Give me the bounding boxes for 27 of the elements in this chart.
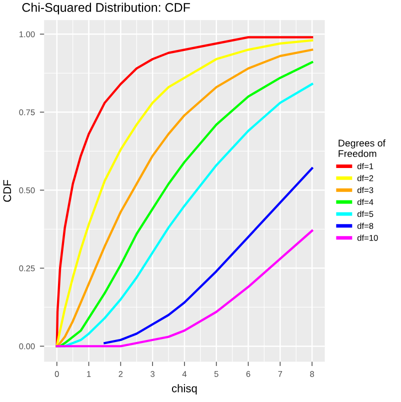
y-axis-title: CDF xyxy=(3,180,12,202)
x-tick-label: 6 xyxy=(246,371,250,377)
legend-label: df=4 xyxy=(357,198,374,206)
x-tick-label: 3 xyxy=(150,371,155,377)
x-tick-label: 5 xyxy=(214,371,218,377)
legend-label: df=2 xyxy=(357,175,374,182)
y-tick-label: 0.00 xyxy=(19,343,35,350)
legend-label: df=10 xyxy=(357,234,378,241)
line-series xyxy=(104,167,314,344)
legend-label: df=1 xyxy=(357,163,374,170)
x-tick-label: 0 xyxy=(54,371,59,377)
x-tick-label: 4 xyxy=(182,371,187,377)
x-tick-label: 1 xyxy=(87,371,91,377)
x-tick-label: 7 xyxy=(278,371,282,377)
x-axis-title: chisq xyxy=(172,384,197,395)
x-tick-label: 8 xyxy=(310,371,314,377)
chart-title: Chi-Squared Distribution: CDF xyxy=(22,2,190,14)
x-tick-label: 2 xyxy=(118,371,123,377)
y-tick-label: 0.50 xyxy=(19,187,35,194)
legend-label: df=3 xyxy=(357,186,374,194)
line-series xyxy=(56,230,314,348)
legend-label: df=8 xyxy=(357,222,374,229)
y-tick-label: 1.00 xyxy=(20,31,35,38)
legend-title: Degrees of Freedom xyxy=(338,139,386,158)
y-tick-label: 0.25 xyxy=(19,265,35,272)
legend-label: df=5 xyxy=(357,210,374,217)
y-tick-label: 0.75 xyxy=(19,109,35,116)
